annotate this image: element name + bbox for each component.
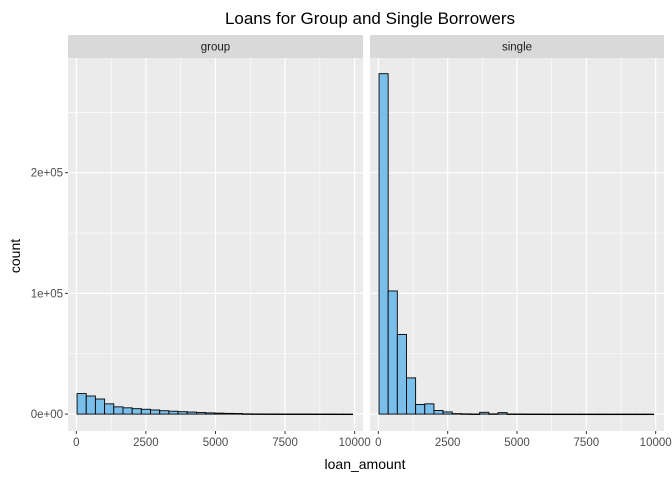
histogram-bar [113,406,124,415]
histogram-bar [406,377,417,415]
x-tick-label: 5000 [504,437,530,449]
y-tick-label: 0e+00 [31,409,63,421]
histogram-bar [214,412,225,415]
histogram-bar [85,395,96,415]
histogram-bar [634,413,645,416]
x-tick-label: 10000 [339,437,371,449]
histogram-bar [168,410,179,415]
histogram-bar [76,393,87,415]
histogram-bar [525,413,536,415]
histogram-bar [324,413,335,416]
histogram-bar [497,412,508,415]
histogram-bar [378,73,389,415]
histogram-bar [488,413,499,415]
x-axis-title: loan_amount [325,456,406,472]
histogram-bar [140,408,151,415]
histogram-bar [561,413,572,416]
facet-strip-label-single: single [502,42,532,54]
histogram-bar [543,413,554,416]
histogram-bar [442,411,453,415]
histogram-bar [460,413,471,415]
histogram-bar [159,410,170,415]
bars-single [378,73,655,416]
x-tick-label: 2500 [435,437,461,449]
histogram-bar [94,398,106,415]
histogram-bar [333,413,344,416]
histogram-bar [122,407,133,415]
facet-strip-single [370,35,664,58]
histogram-bar [616,413,627,416]
histogram-bar [287,413,298,415]
histogram-bar [579,413,590,416]
y-tick-label: 1e+05 [31,288,63,300]
x-tick-label: 0 [73,437,79,449]
histogram-bar [589,413,600,416]
x-tick-label: 7500 [272,437,298,449]
facet-single: single 0 2500 5000 7500 10000 [370,35,672,449]
histogram-bar [269,413,280,415]
histogram-bar [223,412,234,415]
histogram-bar [232,413,243,415]
histogram-bar [607,413,618,416]
histogram-bar [470,413,481,415]
histogram-bar [515,413,526,415]
histogram-bar [241,413,252,415]
histogram-bar [278,413,289,415]
histogram-bar [205,412,216,415]
histogram-bar [306,413,317,415]
y-tick-label: 2e+05 [31,168,63,180]
histogram-bar [195,412,207,415]
y-axis: 0e+00 1e+05 2e+05 [31,168,68,421]
histogram-bar [315,413,326,415]
histogram-bar [424,403,435,415]
histogram-bar [104,403,115,415]
histogram-bar [396,333,407,415]
histogram-bar [131,408,142,415]
histogram-bar [177,411,188,415]
histogram-bar [186,411,197,415]
x-tick-label: 5000 [203,437,229,449]
histogram-bar [415,403,426,415]
facet-panels: group 0 2500 5000 7500 10000 single 0 2500 5000 75… [68,35,672,449]
histogram-bar [506,413,517,415]
facet-strip-group [68,35,363,58]
facet-strip-label-group: group [201,42,230,54]
histogram-bar [643,413,655,416]
histogram-bar [260,413,271,415]
histogram-bar [598,413,609,416]
histogram-bar [433,410,444,415]
histogram-bar [297,413,308,415]
histogram-bar [552,413,563,416]
histogram-bar [534,413,545,415]
histogram-bar [387,290,398,415]
histogram-bar [150,409,161,415]
histogram-bar [342,413,354,416]
x-tick-label: 10000 [640,437,672,449]
histogram-bar [625,413,636,416]
x-tick-label: 0 [375,437,381,449]
bars-group [76,393,354,416]
histogram-bar [479,411,490,415]
y-axis-title: count [7,239,23,273]
histogram-bar [251,413,262,415]
histogram-bar [570,413,581,416]
x-tick-label: 7500 [574,437,600,449]
chart-title: Loans for Group and Single Borrowers [225,9,515,28]
histogram-bar [451,413,462,415]
x-tick-label: 2500 [133,437,159,449]
facet-group: group 0 2500 5000 7500 10000 [68,35,371,449]
